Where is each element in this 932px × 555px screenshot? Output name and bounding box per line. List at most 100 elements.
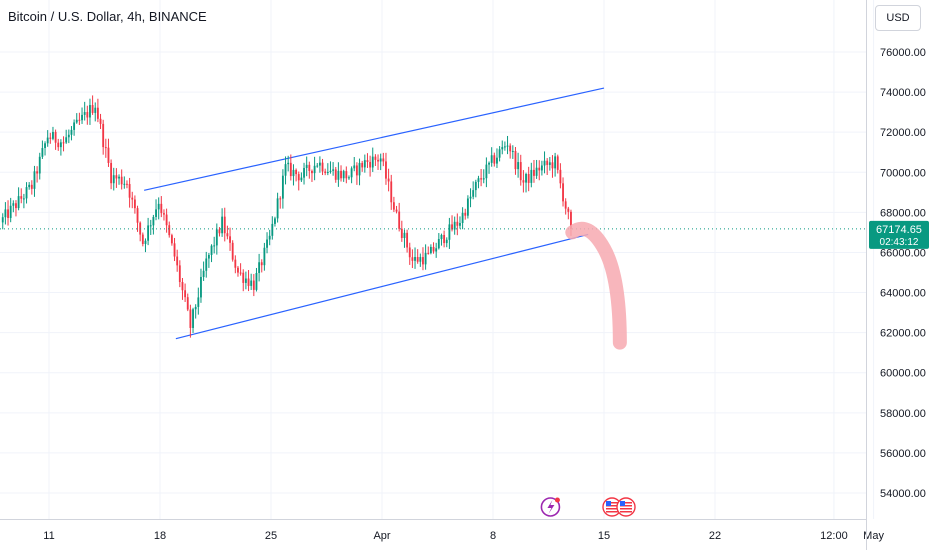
y-tick-label: 68000.00 — [880, 207, 926, 219]
candle-body — [170, 235, 173, 244]
candle-body — [358, 162, 361, 176]
candle-body — [382, 158, 385, 162]
flag-stripe[interactable] — [606, 511, 618, 513]
candle-body — [477, 178, 480, 182]
trendline-lower[interactable] — [175, 233, 589, 340]
candle-body — [268, 235, 271, 240]
candle-body — [89, 105, 91, 118]
candle-body — [456, 221, 459, 226]
candle-body — [506, 145, 509, 147]
candle-body — [453, 221, 456, 230]
candle-body — [289, 162, 292, 177]
candle-body — [181, 282, 184, 291]
candle-body — [234, 259, 237, 268]
candle-body — [514, 150, 517, 170]
candle-body — [157, 203, 160, 210]
candle-body — [377, 159, 379, 162]
candle-body — [81, 114, 83, 121]
candle-body — [554, 156, 557, 169]
candle-body — [30, 184, 33, 189]
candle-body — [237, 267, 239, 273]
x-tick-label: May — [863, 530, 884, 542]
candle-body — [408, 247, 411, 258]
candle-body — [432, 246, 435, 252]
candle-body — [546, 160, 549, 165]
trendline-upper[interactable] — [144, 87, 605, 191]
candle-body — [144, 240, 147, 244]
flag-canton[interactable] — [606, 501, 611, 506]
candle-body — [207, 254, 210, 259]
candle-body — [427, 252, 430, 254]
symbol-title: Bitcoin / U.S. Dollar, 4h, BINANCE — [8, 9, 207, 24]
candle-body — [472, 190, 475, 197]
candle-body — [411, 257, 414, 261]
candle-body — [318, 162, 321, 166]
currency-button[interactable]: USD — [875, 5, 921, 31]
candle-body — [371, 156, 374, 168]
flag-ring[interactable] — [616, 497, 636, 517]
flag-stripe[interactable] — [620, 505, 632, 507]
candle-body — [414, 257, 416, 261]
candle-body — [334, 169, 337, 180]
flag-stripe[interactable] — [606, 508, 618, 510]
candle-body — [509, 145, 512, 152]
candle-body — [99, 118, 102, 124]
candle-body — [115, 175, 118, 179]
event-icons[interactable] — [540, 497, 636, 517]
candle-body — [316, 165, 319, 167]
candle-body — [340, 170, 342, 179]
candle-body — [551, 162, 554, 169]
us-flag-icon[interactable] — [602, 497, 622, 517]
lightning-icon[interactable] — [540, 497, 561, 517]
candle-body — [38, 156, 41, 174]
candle-body — [406, 232, 409, 248]
candle-body — [440, 234, 443, 240]
candle-body — [44, 143, 46, 149]
candle-body — [332, 169, 335, 171]
flag-stripe[interactable] — [606, 502, 618, 504]
candle-body — [110, 162, 113, 184]
candle-body — [485, 164, 488, 179]
candle-body — [342, 171, 345, 179]
candle-body — [247, 278, 250, 286]
candle-body — [176, 256, 179, 266]
candle-body — [493, 155, 496, 164]
candle-body — [223, 216, 226, 234]
candle-body — [400, 228, 403, 238]
candle-body — [96, 107, 99, 119]
candle-body — [202, 270, 205, 277]
candle-body — [9, 205, 12, 218]
candle-body — [387, 178, 390, 182]
y-tick-label: 66000.00 — [880, 247, 926, 259]
candle-body — [292, 169, 295, 177]
flag-stripe[interactable] — [606, 505, 618, 507]
x-tick-label: 15 — [598, 530, 610, 542]
candle-body — [369, 161, 372, 168]
flag-canton[interactable] — [620, 501, 625, 506]
y-tick-label: 72000.00 — [880, 127, 926, 139]
candle-body — [355, 165, 358, 176]
lightning-icon-bolt[interactable] — [547, 500, 555, 514]
candles — [0, 95, 866, 338]
flag-stripe[interactable] — [620, 511, 632, 513]
flag-stripe[interactable] — [620, 508, 632, 510]
candle-body — [297, 174, 300, 181]
candle-body — [258, 262, 261, 273]
candle-body — [250, 280, 253, 286]
candle-body — [564, 201, 567, 209]
y-tick-label: 62000.00 — [880, 328, 926, 340]
candle-body — [284, 164, 287, 176]
us-flag-icon[interactable] — [616, 497, 636, 517]
flag-stripe[interactable] — [620, 502, 632, 504]
candle-body — [535, 167, 538, 176]
candle-body — [525, 173, 527, 183]
x-tick-label: 25 — [265, 530, 277, 542]
candle-body — [112, 175, 115, 184]
candle-body — [54, 131, 57, 143]
lightning-icon-dot[interactable] — [554, 497, 560, 503]
candle-body — [326, 171, 329, 173]
candle-body — [538, 167, 541, 171]
trendlines[interactable] — [144, 87, 605, 340]
